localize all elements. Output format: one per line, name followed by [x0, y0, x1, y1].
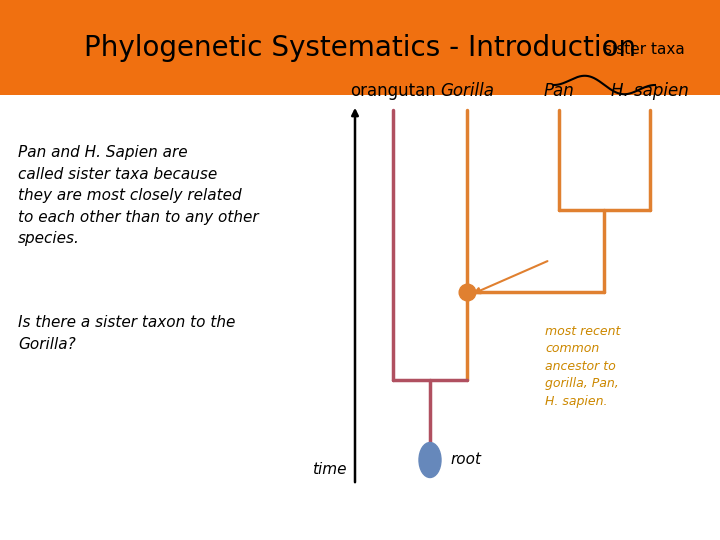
Text: time: time	[312, 462, 347, 477]
Text: Gorilla: Gorilla	[440, 82, 494, 100]
Text: Is there a sister taxon to the
Gorilla?: Is there a sister taxon to the Gorilla?	[18, 315, 235, 352]
Text: H. sapien: H. sapien	[611, 82, 689, 100]
Ellipse shape	[419, 442, 441, 477]
Text: Phylogenetic Systematics - Introduction: Phylogenetic Systematics - Introduction	[84, 33, 636, 62]
Text: most recent
common
ancestor to
gorilla, Pan,
H. sapien.: most recent common ancestor to gorilla, …	[545, 325, 621, 408]
FancyBboxPatch shape	[0, 0, 720, 95]
Text: Pan: Pan	[544, 82, 575, 100]
Text: root: root	[450, 453, 481, 468]
Text: orangutan: orangutan	[350, 82, 436, 100]
Text: sister taxa: sister taxa	[604, 43, 685, 57]
Text: Pan and H. Sapien are
called sister taxa because
they are most closely related
t: Pan and H. Sapien are called sister taxa…	[18, 145, 258, 246]
